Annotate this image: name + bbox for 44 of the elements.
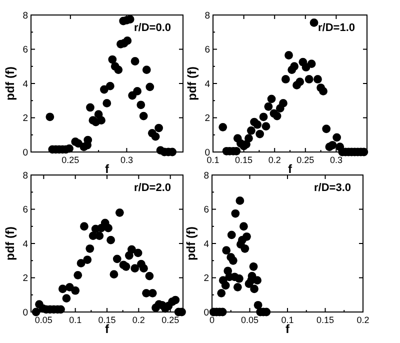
x-tick-label: 0.25 (296, 155, 314, 165)
x-tick-label: 0.1 (281, 315, 294, 325)
x-axis-title: f (105, 162, 110, 176)
x-axis-title: f (286, 322, 290, 336)
y-tick-label: 4 (204, 78, 210, 90)
x-tick-label: 0.25 (62, 155, 80, 165)
annotation: r/D=1.0 (318, 22, 355, 34)
y-tick-label: 2 (204, 273, 209, 284)
y-tick-label: 8 (204, 170, 209, 182)
x-tick-label: 0.3 (120, 155, 133, 165)
y-tick-label: 6 (204, 204, 209, 216)
y-tick-label: 6 (22, 204, 28, 216)
y-tick-label: 8 (22, 170, 28, 182)
y-tick-label: 6 (204, 44, 210, 56)
y-tick-label: 2 (22, 113, 28, 124)
x-tick-label: 0.15 (316, 315, 334, 325)
annotation: r/D=2.0 (134, 182, 171, 194)
y-tick-label: 4 (204, 238, 209, 250)
x-tick-label: 0.2 (356, 315, 370, 325)
y-axis-title: pdf (f) (3, 66, 17, 100)
x-tick-label: 0.15 (235, 155, 253, 165)
y-axis-title: pdf (f) (185, 66, 199, 100)
x-tick-label: 0.1 (69, 315, 82, 325)
x-axis-title: f (105, 322, 110, 336)
y-tick-label: 2 (22, 273, 28, 284)
y-tick-label: 8 (204, 10, 210, 22)
x-tick-label: 0.2 (132, 315, 145, 325)
y-tick-label: 2 (204, 113, 210, 124)
x-tick-label: 0.05 (34, 315, 52, 325)
y-axis-title: pdf (f) (3, 226, 17, 260)
x-tick-label: 0.25 (162, 315, 180, 325)
y-tick-label: 8 (22, 10, 28, 22)
x-tick-label: 0.3 (330, 155, 342, 165)
x-tick-label: 0.15 (98, 315, 116, 325)
x-axis-title: f (288, 162, 293, 176)
annotation: r/D=3.0 (314, 182, 351, 194)
x-tick-label: 0.2 (268, 155, 281, 165)
x-tick-label: 0.05 (240, 315, 259, 325)
x-tick-label: 0.1 (206, 155, 220, 165)
y-tick-label: 4 (22, 238, 28, 250)
y-axis-title: pdf (f) (184, 226, 198, 260)
y-tick-label: 4 (22, 78, 28, 90)
y-tick-label: 6 (22, 44, 28, 56)
annotation: r/D=0.0 (134, 22, 171, 34)
